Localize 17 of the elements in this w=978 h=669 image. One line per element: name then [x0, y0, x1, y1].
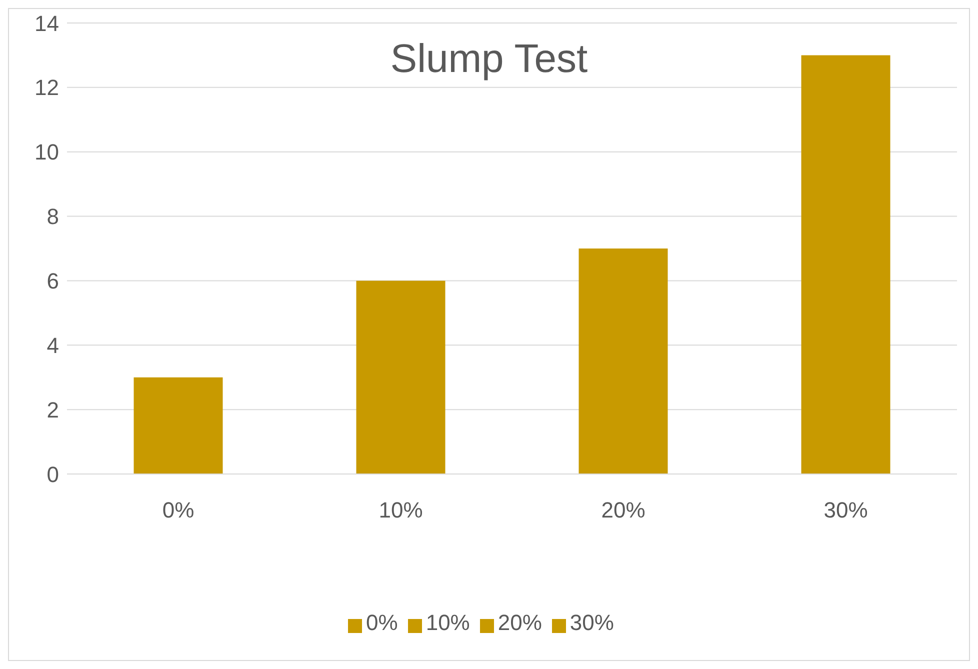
y-tick-label: 2 — [46, 397, 59, 422]
chart-title: Slump Test — [390, 37, 588, 81]
y-tick-label: 14 — [34, 10, 59, 36]
y-tick-label: 4 — [46, 332, 59, 358]
x-tick-label: 10% — [378, 498, 423, 523]
legend-label: 10% — [426, 610, 470, 635]
x-tick-label: 0% — [162, 498, 194, 523]
x-tick-label: 30% — [824, 498, 868, 523]
y-tick-label: 10 — [34, 140, 59, 165]
legend-label: 30% — [570, 610, 614, 635]
y-tick-label: 8 — [46, 204, 59, 230]
legend-label: 0% — [366, 610, 398, 635]
legend-label: 20% — [498, 610, 542, 635]
y-tick-label: 12 — [34, 75, 59, 100]
x-tick-label: 20% — [601, 498, 646, 523]
y-tick-label: 6 — [46, 268, 59, 294]
y-tick-label: 0 — [46, 462, 59, 487]
